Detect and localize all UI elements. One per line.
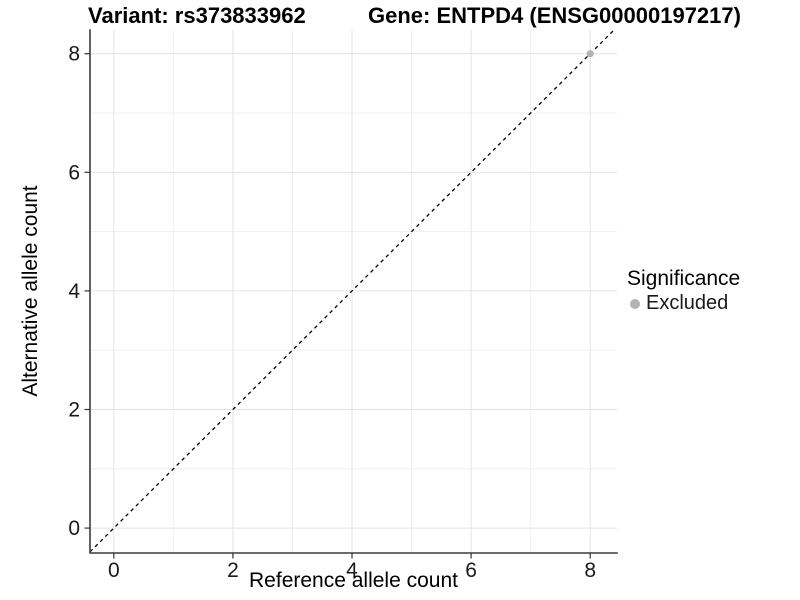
identity-line <box>89 29 615 553</box>
y-tick-label: 2 <box>68 399 80 422</box>
legend-title: Significance <box>627 267 741 290</box>
y-tick-label: 8 <box>68 43 80 66</box>
x-tick-label: 2 <box>227 559 239 582</box>
data-point-excluded <box>586 50 594 58</box>
x-tick-label: 6 <box>465 559 477 582</box>
y-tick-label: 6 <box>68 161 80 184</box>
y-tick-label: 4 <box>68 280 80 303</box>
x-tick-label: 0 <box>108 559 120 582</box>
gene-title: Gene: ENTPD4 (ENSG00000197217) <box>368 3 741 28</box>
legend-item-excluded: Excluded <box>627 292 740 315</box>
legend: Significance Excluded <box>627 266 740 315</box>
excluded-point-icon <box>630 298 640 309</box>
legend-item-label: Excluded <box>646 292 729 314</box>
y-tick-label: 0 <box>68 517 80 540</box>
variant-title: Variant: rs373833962 <box>88 3 306 28</box>
x-tick-label: 4 <box>346 559 358 582</box>
axis-lines <box>89 29 618 554</box>
x-axis-title: Reference allele count <box>249 569 458 592</box>
y-axis-title: Alternative allele count <box>19 185 42 397</box>
x-tick-label: 8 <box>584 559 596 582</box>
